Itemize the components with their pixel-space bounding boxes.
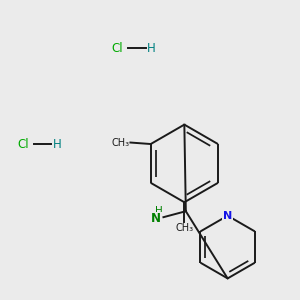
Text: Cl: Cl [17,137,29,151]
Text: N: N [151,212,161,225]
Text: CH₃: CH₃ [175,224,194,233]
Text: N: N [223,211,232,221]
Text: H: H [155,206,163,216]
Text: CH₃: CH₃ [111,137,129,148]
Text: H: H [53,137,62,151]
Text: Cl: Cl [111,42,123,55]
Text: H: H [147,42,156,55]
